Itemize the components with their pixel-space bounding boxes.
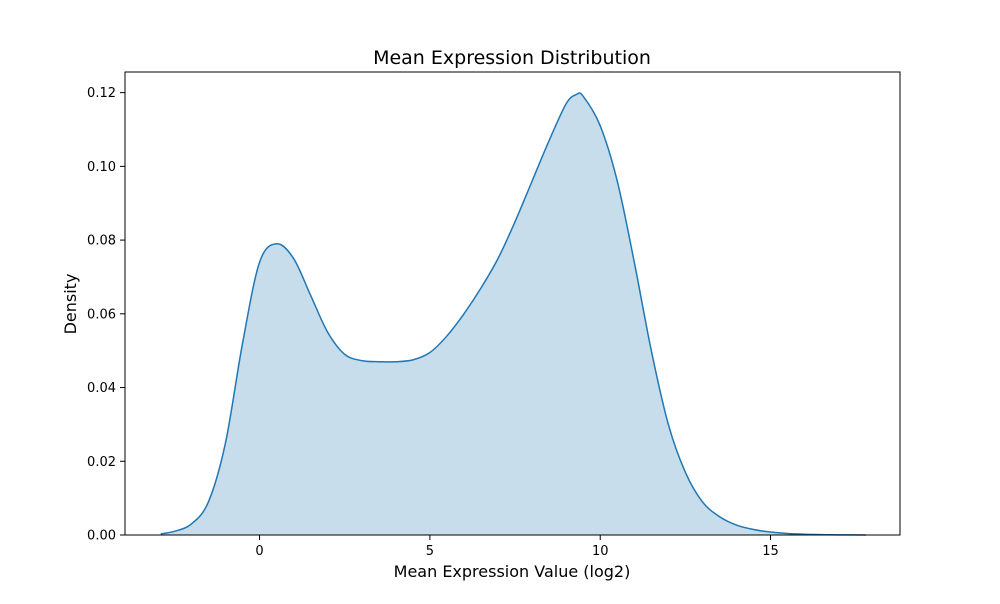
chart-title: Mean Expression Distribution — [373, 47, 651, 69]
x-axis: 0 5 10 15 — [255, 535, 779, 559]
density-fill-area — [160, 92, 866, 535]
y-tick-label: 0.02 — [87, 455, 116, 470]
x-tick-label: 15 — [762, 544, 779, 559]
y-tick-label: 0.06 — [87, 307, 116, 322]
x-axis-title: Mean Expression Value (log2) — [394, 562, 631, 581]
plot-frame — [124, 71, 901, 536]
y-tick-label: 0.00 — [87, 529, 116, 544]
density-curve-line — [160, 92, 866, 536]
y-tick-label: 0.10 — [87, 160, 116, 175]
plot-area — [160, 92, 866, 536]
y-axis: 0.00 0.02 0.04 0.06 0.08 0.10 0.12 — [87, 86, 125, 544]
y-tick-label: 0.08 — [87, 234, 116, 249]
y-tick-label: 0.12 — [87, 86, 116, 101]
x-tick-label: 10 — [592, 544, 609, 559]
x-tick-label: 5 — [426, 544, 434, 559]
x-tick-label: 0 — [255, 544, 263, 559]
y-axis-title: Density — [61, 274, 80, 335]
y-tick-label: 0.04 — [87, 381, 116, 396]
